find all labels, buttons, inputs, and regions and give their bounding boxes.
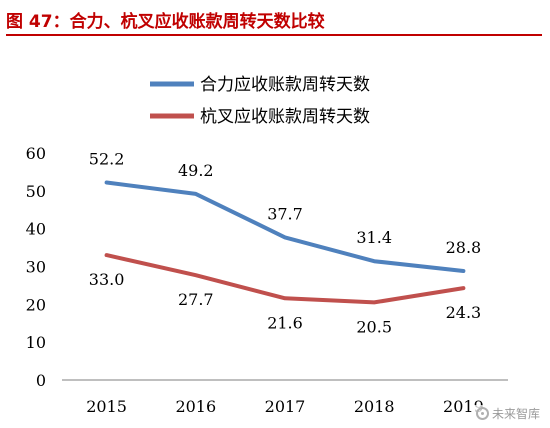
x-tick-label: 2018 <box>354 397 395 416</box>
x-tick-label: 2015 <box>86 397 127 416</box>
y-tick-label: 10 <box>26 333 46 352</box>
y-tick-label: 50 <box>26 182 46 201</box>
x-tick-label: 2016 <box>175 397 216 416</box>
watermark-text: 未来智库 <box>491 407 540 421</box>
legend-label: 合力应收账款周转天数 <box>200 75 370 95</box>
legend-label: 杭叉应收账款周转天数 <box>200 107 370 127</box>
series-line <box>104 253 466 305</box>
line-chart: 0 10 20 30 40 50 60 2015 2016 2017 2018 2019 合力应收账款周… <box>26 75 508 416</box>
y-tick-label: 20 <box>26 295 46 314</box>
logo-icon <box>475 407 489 420</box>
data-label: 27.7 <box>178 290 214 309</box>
y-tick-label: 40 <box>26 220 46 239</box>
figure-header: 图 47：合力、杭叉应收账款周转天数比较 <box>6 4 542 36</box>
y-tick-label: 0 <box>36 371 46 390</box>
series-line <box>104 180 466 273</box>
y-tick-label: 60 <box>26 144 46 163</box>
data-label: 20.5 <box>356 317 392 336</box>
watermark: 未来智库 <box>473 405 542 422</box>
data-label: 31.4 <box>356 228 392 247</box>
data-label: 24.3 <box>446 303 482 322</box>
y-tick-label: 30 <box>26 258 46 277</box>
data-label: 33.0 <box>89 270 125 289</box>
x-tick-label: 2017 <box>265 397 306 416</box>
data-label: 49.2 <box>178 161 214 180</box>
figure-title: 图 47：合力、杭叉应收账款周转天数比较 <box>6 12 325 32</box>
data-label: 21.6 <box>267 313 303 332</box>
x-tick-label: 2019 <box>443 397 484 416</box>
data-label: 28.8 <box>446 238 482 257</box>
data-label: 37.7 <box>267 204 303 223</box>
data-label: 52.2 <box>89 150 125 169</box>
